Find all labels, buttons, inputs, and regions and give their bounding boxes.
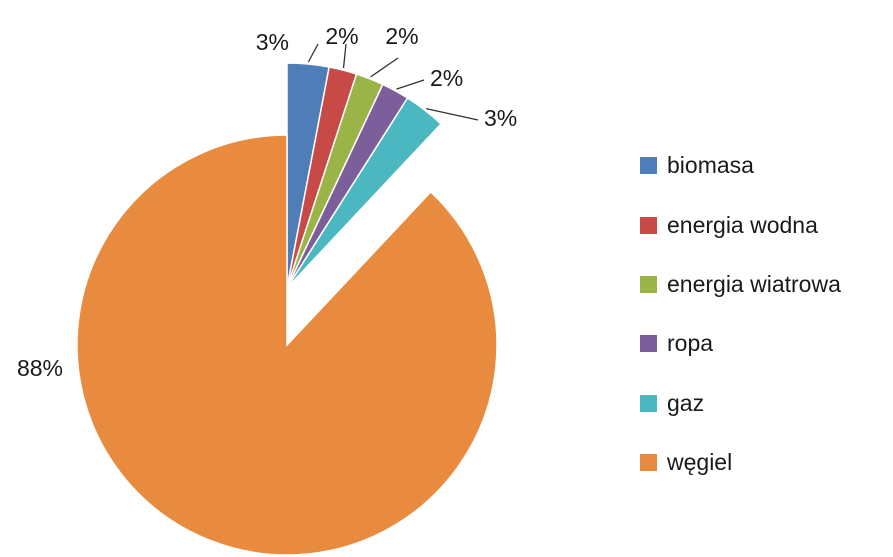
data-label: 3% bbox=[256, 29, 289, 55]
legend-label: gaz bbox=[667, 389, 705, 416]
data-label: 2% bbox=[430, 65, 463, 91]
legend-item: ropa bbox=[640, 314, 841, 373]
data-label: 3% bbox=[484, 105, 517, 131]
legend-item: energia wodna bbox=[640, 195, 841, 254]
legend-item: gaz bbox=[640, 374, 841, 433]
legend-swatch bbox=[640, 216, 657, 234]
leader-line bbox=[370, 57, 399, 78]
data-label: 2% bbox=[325, 23, 358, 49]
legend-label: energia wiatrowa bbox=[667, 270, 841, 297]
leader-line bbox=[396, 79, 425, 90]
leader-line bbox=[307, 43, 319, 63]
leader-line bbox=[425, 107, 479, 121]
pie-slices bbox=[76, 62, 498, 556]
legend-item: węgiel bbox=[640, 433, 841, 492]
leader-lines bbox=[307, 43, 479, 121]
legend-item: energia wiatrowa bbox=[640, 255, 841, 314]
leader-line bbox=[342, 43, 347, 69]
legend-label: węgiel bbox=[667, 449, 733, 476]
legend-label: ropa bbox=[667, 330, 714, 357]
legend-swatch bbox=[640, 394, 657, 412]
legend-label: biomasa bbox=[667, 152, 754, 179]
pie-slice bbox=[286, 96, 443, 289]
data-label: 2% bbox=[385, 23, 418, 49]
legend-swatch bbox=[640, 335, 657, 353]
legend-swatch bbox=[640, 157, 657, 175]
legend: biomasa energia wodna energia wiatrowa r… bbox=[640, 136, 841, 492]
legend-swatch bbox=[640, 275, 657, 293]
data-label: 88% bbox=[17, 355, 63, 381]
pie-slice bbox=[76, 134, 498, 556]
legend-swatch bbox=[640, 454, 657, 472]
legend-label: energia wodna bbox=[667, 211, 818, 238]
legend-item: biomasa bbox=[640, 136, 841, 195]
data-labels: 3% 2% 2% 2% 3% 88% bbox=[17, 23, 517, 381]
